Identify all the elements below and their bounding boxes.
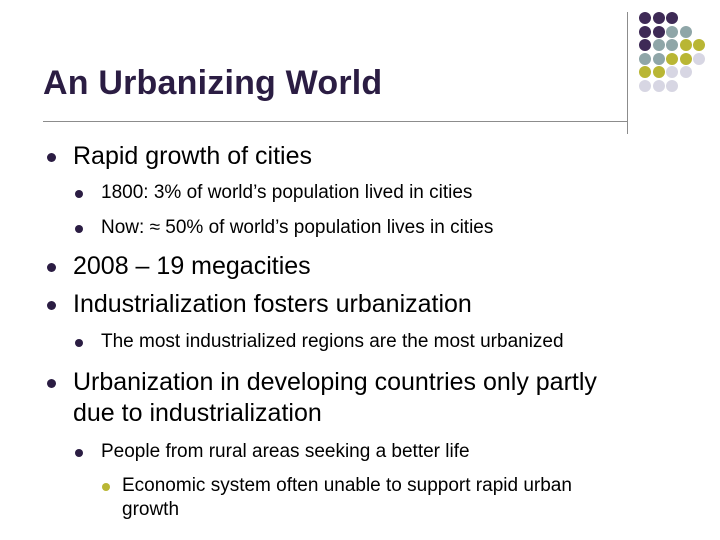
decorative-dot [652,66,665,78]
decorative-dot [693,52,705,65]
decorative-dot [652,52,665,65]
sub-bullet-rural-areas: People from rural areas seeking a better… [75,440,470,464]
sub-sub-bullet-economic-system: Economic system often unable to support … [102,474,572,522]
sub-bullet-most-industrialized: The most industrialized regions are the … [75,330,564,354]
decorative-dot [666,52,678,65]
decorative-dot-grid [639,12,720,118]
bullet-text: The most industrialized regions are the … [101,331,564,352]
bullet-text-line-2: due to industrialization [73,399,322,427]
decorative-dot [652,25,665,38]
slide-title: An Urbanizing World [43,64,383,102]
bullet-marker-icon [75,449,83,457]
bullet-rapid-growth: Rapid growth of cities [47,141,313,172]
decorative-dot [666,12,678,24]
decorative-dot [679,39,692,51]
bullet-text: Industrialization fosters urbanization [73,290,472,318]
bullet-marker-icon [75,339,83,347]
bullet-text: 1800: 3% of world’s population lived in … [101,182,473,203]
bullet-text: 2008 – 19 megacities [73,252,311,280]
decorative-dot [666,79,678,92]
bullet-marker-icon [47,379,56,388]
decorative-dot [679,52,692,65]
bullet-marker-icon [102,483,110,491]
decorative-dot [666,25,678,38]
decorative-dot [666,66,678,78]
decorative-dot [679,25,692,38]
bullet-marker-icon [75,225,83,233]
decorative-dot [639,25,651,38]
bullet-text: Now: ≈ 50% of world’s population lives i… [101,217,494,238]
bullet-marker-icon [47,301,56,310]
decorative-dot [652,79,665,92]
decorative-dot [693,39,705,51]
bullet-marker-icon [47,153,56,162]
decorative-dot [666,39,678,51]
decorative-dot [679,66,692,78]
bullet-text-line-1: Economic system often unable to support … [122,475,572,496]
bullet-text: People from rural areas seeking a better… [101,441,470,462]
bullet-developing-countries: Urbanization in developing countries onl… [47,367,597,429]
decorative-dot [652,39,665,51]
bullet-text-line-2: growth [122,499,180,520]
sub-bullet-now: Now: ≈ 50% of world’s population lives i… [75,216,494,240]
vertical-divider [627,12,628,134]
sub-bullet-1800: 1800: 3% of world’s population lived in … [75,181,473,205]
bullet-marker-icon [75,190,83,198]
decorative-dot [639,12,651,24]
bullet-megacities: 2008 – 19 megacities [47,251,311,282]
decorative-dot [639,39,651,51]
bullet-text: Rapid growth of cities [73,142,313,170]
decorative-dot [639,52,651,65]
title-underline [43,121,628,122]
decorative-dot [639,66,651,78]
bullet-industrialization: Industrialization fosters urbanization [47,289,472,320]
decorative-dot [652,12,665,24]
decorative-dot [639,79,651,92]
bullet-marker-icon [47,263,56,272]
bullet-text-line-1: Urbanization in developing countries onl… [73,368,597,396]
